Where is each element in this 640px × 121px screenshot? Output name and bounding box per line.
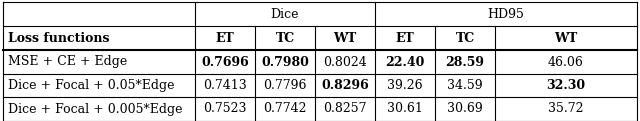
Text: 39.26: 39.26 xyxy=(387,79,423,92)
Text: 0.7696: 0.7696 xyxy=(201,56,249,68)
Text: 0.8024: 0.8024 xyxy=(323,56,367,68)
Text: WT: WT xyxy=(554,31,578,45)
Text: 32.30: 32.30 xyxy=(547,79,586,92)
Text: MSE + CE + Edge: MSE + CE + Edge xyxy=(8,56,127,68)
Text: TC: TC xyxy=(456,31,475,45)
Text: 46.06: 46.06 xyxy=(548,56,584,68)
Text: WT: WT xyxy=(333,31,356,45)
Text: ET: ET xyxy=(216,31,234,45)
Text: 0.8296: 0.8296 xyxy=(321,79,369,92)
Text: 30.61: 30.61 xyxy=(387,102,423,116)
Text: 0.7980: 0.7980 xyxy=(261,56,309,68)
Text: Dice: Dice xyxy=(271,8,300,20)
Text: 0.7742: 0.7742 xyxy=(263,102,307,116)
Text: 22.40: 22.40 xyxy=(385,56,425,68)
Text: 35.72: 35.72 xyxy=(548,102,584,116)
Text: Dice + Focal + 0.005*Edge: Dice + Focal + 0.005*Edge xyxy=(8,102,182,116)
Text: 0.7523: 0.7523 xyxy=(204,102,247,116)
Text: Loss functions: Loss functions xyxy=(8,31,109,45)
Text: ET: ET xyxy=(396,31,414,45)
Text: 30.69: 30.69 xyxy=(447,102,483,116)
Text: TC: TC xyxy=(275,31,294,45)
Text: 0.7413: 0.7413 xyxy=(203,79,247,92)
Text: 0.8257: 0.8257 xyxy=(323,102,367,116)
Text: Dice + Focal + 0.05*Edge: Dice + Focal + 0.05*Edge xyxy=(8,79,175,92)
Text: HD95: HD95 xyxy=(488,8,524,20)
Text: 28.59: 28.59 xyxy=(445,56,484,68)
Text: 0.7796: 0.7796 xyxy=(263,79,307,92)
Text: 34.59: 34.59 xyxy=(447,79,483,92)
